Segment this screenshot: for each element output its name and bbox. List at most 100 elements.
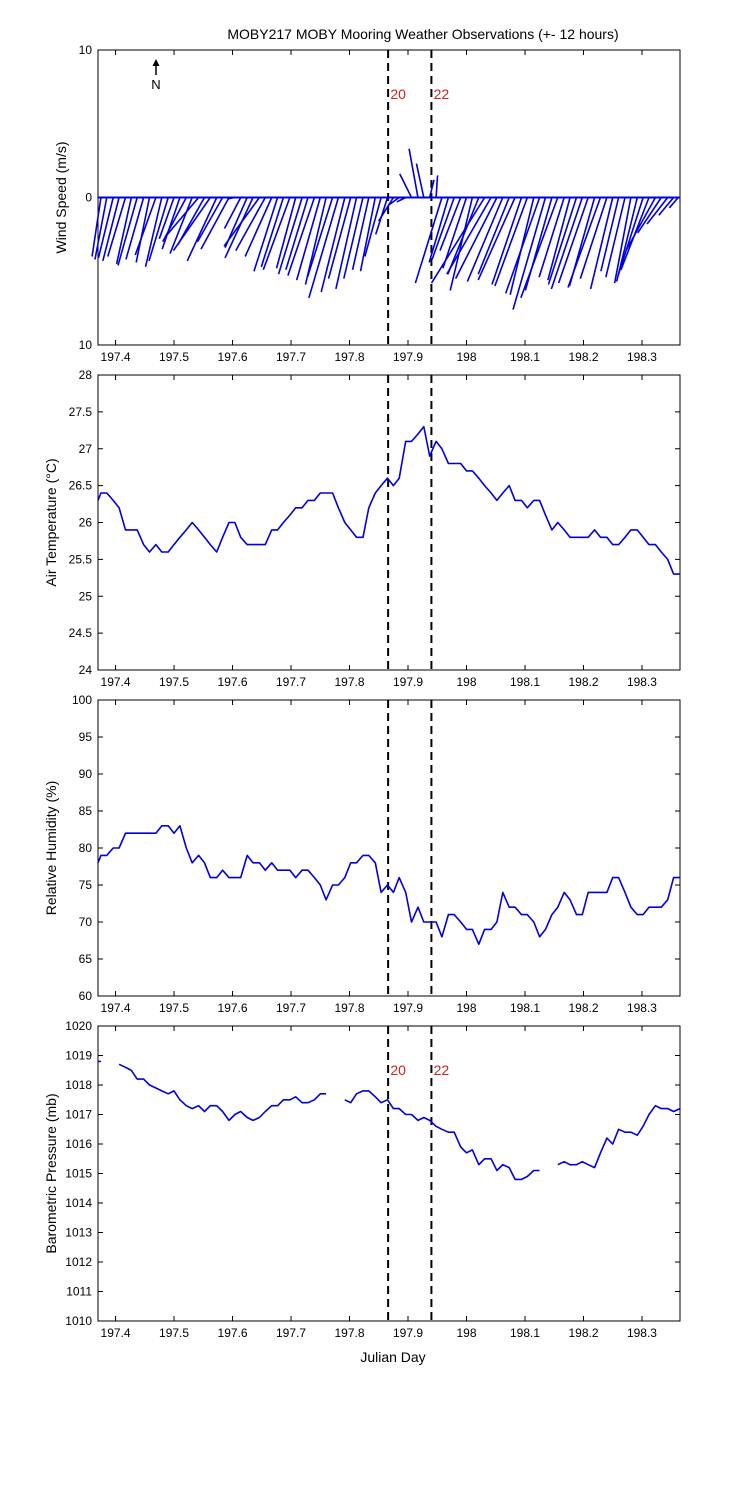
- wind-vector: [567, 197, 602, 288]
- y-tick-label: 27.5: [69, 405, 93, 419]
- wind-vector: [442, 197, 468, 269]
- panel-1: 197.4 197.5 197.6 197.7 197.8 197.9 198 198.1 19…: [53, 43, 681, 364]
- wind-vector: [431, 197, 455, 260]
- x-tick-label: 198.2: [568, 1326, 598, 1340]
- panel-2: 197.4 197.5 197.6 197.7 197.8 197.9 198 198.1 19…: [43, 368, 681, 689]
- wind-vector: [494, 197, 529, 287]
- x-tick-label: 197.4: [101, 350, 131, 364]
- north-arrowhead-icon: [152, 59, 160, 66]
- event-marker-label: 20: [390, 1062, 406, 1078]
- wind-vector: [520, 197, 559, 299]
- x-tick-label: 197.5: [159, 675, 189, 689]
- series-line: [344, 1090, 540, 1181]
- x-tick-label: 198.1: [510, 675, 540, 689]
- y-tick-label: 60: [79, 989, 93, 1003]
- wind-vector: [512, 197, 547, 310]
- wind-vector: [224, 197, 254, 259]
- x-tick-label: 198: [456, 675, 476, 689]
- series-line: [557, 1104, 681, 1169]
- y-tick-label: 1015: [65, 1167, 92, 1181]
- wind-vector: [377, 197, 395, 222]
- x-tick-label: 198.3: [627, 350, 657, 364]
- wind-vector: [134, 197, 157, 256]
- y-tick-label: 1014: [65, 1196, 92, 1210]
- wind-vector: [244, 197, 273, 257]
- y-tick-label: 1013: [65, 1226, 92, 1240]
- y-tick-label: 27: [79, 442, 93, 456]
- wind-vector: [295, 197, 322, 281]
- wind-vector: [275, 197, 297, 269]
- x-tick-label: 197.6: [218, 1001, 248, 1015]
- wind-vector: [646, 197, 669, 225]
- wind-vector: [125, 197, 145, 260]
- y-tick-label: 28: [79, 368, 93, 382]
- y-tick-label: 0: [85, 191, 92, 205]
- y-tick-label: 95: [79, 730, 93, 744]
- wind-vector: [428, 179, 435, 198]
- x-tick-label: 197.9: [393, 675, 423, 689]
- y-tick-label: 1011: [66, 1285, 92, 1299]
- x-axis-label: Julian Day: [360, 1349, 425, 1365]
- x-tick-label: 198.2: [568, 1001, 598, 1015]
- y-tick-label: 1018: [65, 1078, 92, 1092]
- y-tick-label: 1012: [65, 1255, 92, 1269]
- wind-vector: [504, 197, 541, 294]
- wind-vector: [144, 197, 163, 268]
- x-tick-label: 197.5: [159, 350, 189, 364]
- wind-vector: [589, 197, 614, 290]
- wind-vector: [343, 197, 364, 279]
- wind-vector: [260, 197, 285, 268]
- x-tick-label: 197.7: [276, 350, 306, 364]
- x-tick-label: 197.9: [393, 350, 423, 364]
- y-tick-label: 70: [79, 915, 93, 929]
- north-label: N: [151, 77, 160, 92]
- wind-vector: [447, 197, 480, 275]
- wind-vector: [454, 197, 498, 279]
- x-tick-label: 197.8: [335, 1001, 365, 1015]
- x-tick-label: 198: [456, 1001, 476, 1015]
- x-tick-label: 197.4: [101, 1001, 131, 1015]
- wind-vector: [538, 197, 565, 278]
- wind-vector: [428, 197, 450, 263]
- wind-vector: [547, 197, 578, 285]
- wind-vector: [430, 197, 486, 284]
- wind-vector: [277, 197, 303, 275]
- y-tick-label: 90: [79, 767, 93, 781]
- wind-vector: [91, 197, 102, 257]
- wind-vector: [94, 197, 108, 260]
- wind-vector: [148, 197, 169, 262]
- x-tick-label: 197.7: [276, 1326, 306, 1340]
- x-tick-label: 198.1: [510, 1001, 540, 1015]
- x-tick-label: 198.3: [627, 675, 657, 689]
- x-tick-label: 198.2: [568, 675, 598, 689]
- wind-vector: [351, 197, 370, 270]
- wind-vector: [396, 196, 407, 203]
- figure-title: MOBY217 MOBY Mooring Weather Observation…: [227, 26, 618, 42]
- x-tick-label: 197.9: [393, 1326, 423, 1340]
- event-marker-label: 22: [434, 86, 450, 102]
- wind-vector: [135, 197, 151, 263]
- wind-vector: [605, 197, 626, 278]
- wind-vector: [186, 197, 218, 262]
- y-tick-label: 100: [72, 693, 92, 707]
- wind-vector: [658, 196, 675, 216]
- y-tick-label: 1016: [65, 1137, 92, 1151]
- wind-vector: [399, 173, 413, 198]
- wind-vector: [262, 197, 291, 271]
- y-tick-label: 24.5: [69, 626, 93, 640]
- y-tick-label: 25.5: [69, 552, 93, 566]
- x-tick-label: 198.3: [627, 1326, 657, 1340]
- y-tick-label: 24: [79, 663, 93, 677]
- wind-vector: [320, 197, 346, 293]
- y-axis-label: Air Temperature (°C): [43, 458, 59, 586]
- wind-vector: [388, 196, 400, 206]
- wind-vector: [579, 197, 608, 279]
- x-tick-label: 197.5: [159, 1001, 189, 1015]
- wind-vector: [335, 197, 358, 290]
- wind-vector: [477, 197, 516, 281]
- wind-vector: [223, 197, 261, 247]
- y-tick-label: 26: [79, 516, 93, 530]
- wind-vector: [223, 197, 242, 229]
- y-tick-label: 10: [79, 338, 93, 352]
